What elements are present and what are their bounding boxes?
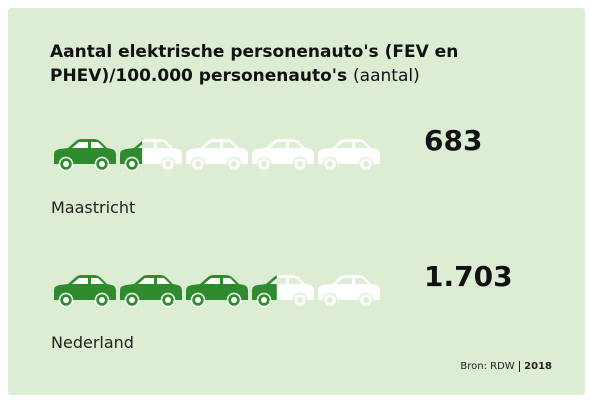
car-window — [270, 278, 302, 284]
car-icon — [252, 275, 277, 308]
category-label: Maastricht — [51, 198, 136, 217]
hub — [231, 297, 237, 303]
separator — [518, 361, 521, 372]
car-window — [204, 278, 236, 284]
hub — [129, 161, 135, 167]
hub — [261, 297, 267, 303]
car-window — [204, 142, 236, 148]
hub — [99, 297, 105, 303]
car-icon — [120, 275, 182, 308]
hub — [327, 161, 333, 167]
panel — [8, 8, 585, 395]
hub — [63, 161, 69, 167]
hub — [363, 297, 369, 303]
car-icon — [54, 139, 116, 172]
car-icon — [318, 275, 380, 308]
hub — [165, 161, 171, 167]
car-window — [138, 144, 143, 148]
car-icon — [252, 139, 314, 172]
car-icon — [186, 275, 248, 308]
subtitle: (aantal) — [353, 66, 420, 86]
car-body — [120, 140, 143, 164]
car-window — [138, 278, 170, 284]
hub — [195, 161, 201, 167]
car-icon — [120, 140, 143, 172]
hub — [165, 297, 171, 303]
hub — [327, 297, 333, 303]
car-icon — [186, 139, 248, 172]
hub — [231, 161, 237, 167]
car-window — [336, 142, 368, 148]
source: Bron: RDW 2018 — [460, 361, 552, 372]
source-text: Bron: RDW — [460, 361, 515, 372]
filled-cars — [54, 275, 277, 308]
car-window — [72, 142, 104, 148]
car-window — [270, 142, 302, 148]
car-icon — [318, 139, 380, 172]
hub — [195, 297, 201, 303]
title-text: Aantal elektrische personenauto's (FEV e… — [50, 42, 459, 86]
hub — [297, 297, 303, 303]
car-body — [252, 275, 277, 300]
hub — [261, 161, 267, 167]
value-label: 683 — [424, 124, 483, 157]
chart-title: Aantal elektrische personenauto's (FEV e… — [50, 40, 470, 88]
category-label: Nederland — [51, 333, 134, 352]
hub — [63, 297, 69, 303]
filled-cars — [54, 139, 143, 172]
car-icon — [54, 275, 116, 308]
car-window — [336, 278, 368, 284]
hub — [129, 297, 135, 303]
hub — [297, 161, 303, 167]
value-label: 1.703 — [424, 260, 513, 293]
source-year: 2018 — [524, 361, 552, 372]
hub — [99, 161, 105, 167]
car-window — [138, 142, 170, 148]
car-window — [72, 278, 104, 284]
hub — [363, 161, 369, 167]
